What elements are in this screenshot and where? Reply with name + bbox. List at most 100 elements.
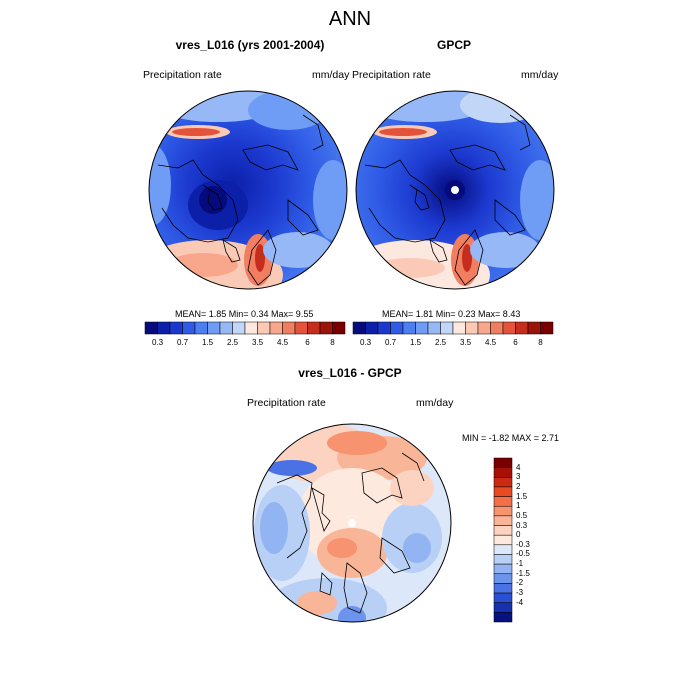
diff-panel-title: vres_L016 - GPCP [298,366,402,380]
colorbar-swatch [415,321,429,335]
colorbar-swatch [493,457,513,468]
colorbar-swatch [493,467,513,478]
colorbar-swatch [540,321,554,335]
colorbar-swatch [493,477,513,488]
colorbar-swatch [365,321,379,335]
diff-panel-stats: MIN = -1.82 MAX = 2.71 [462,433,560,443]
colorbar-tick: 4.5 [276,338,289,347]
colorbar-tick: 1.5 [409,338,422,347]
colorbar-tick: -0.5 [516,549,530,559]
colorbar-tick: 4.5 [484,338,497,347]
colorbar-tick: 0.7 [176,338,189,347]
panel-2-polar-map [355,90,555,290]
colorbar-swatch [493,563,513,575]
colorbar-tick: -1.5 [516,568,530,578]
diff-panel-variable-label: Precipitation rate [247,397,326,409]
colorbar-swatch [452,321,466,335]
panel-2-stats: MEAN= 1.81 Min= 0.23 Max= 8.43 [382,309,521,319]
colorbar-swatch [493,573,513,584]
colorbar-swatch [493,515,513,526]
panel-2-units-label: mm/day [521,69,559,81]
colorbar-swatch [502,321,516,335]
colorbar-tick: -1 [516,559,524,569]
panel-1-units-label: mm/day [312,69,350,81]
colorbar-tick: 8 [538,338,543,347]
panel-1-colorbar [144,321,346,335]
colorbar-swatch [194,321,208,335]
main-title: ANN [328,8,372,30]
colorbar-tick: 1 [516,501,521,511]
panel-1-stats: MEAN= 1.85 Min= 0.34 Max= 9.55 [175,309,314,319]
colorbar-swatch [244,321,258,335]
colorbar-swatch [332,321,346,335]
colorbar-swatch [182,321,196,335]
colorbar-swatch [157,321,171,335]
colorbar-swatch [232,321,246,335]
colorbar-swatch [427,321,441,335]
colorbar-swatch [493,505,513,517]
panel-2-variable-label: Precipitation rate [352,69,431,81]
colorbar-swatch [493,544,513,555]
colorbar-swatch [493,534,513,546]
colorbar-swatch [377,321,391,335]
colorbar-swatch [402,321,416,335]
colorbar-tick: 3 [516,472,521,482]
colorbar-tick: 0.3 [359,338,372,347]
diff-colorbar [493,457,513,623]
colorbar-swatch [169,321,183,335]
colorbar-tick: -3 [516,588,524,597]
colorbar-swatch [527,321,541,335]
colorbar-swatch [207,321,221,335]
colorbar-tick: 1.5 [201,338,214,347]
colorbar-tick: 6 [513,338,518,347]
colorbar-swatch [515,321,529,335]
colorbar-tick: 8 [330,338,335,347]
colorbar-swatch [465,321,479,335]
colorbar-swatch [440,321,454,335]
colorbar-tick: 1.5 [516,491,528,501]
colorbar-swatch [219,321,233,335]
colorbar-swatch [477,321,491,335]
colorbar-swatch [490,321,504,335]
panel-2-title: GPCP [436,38,471,52]
panel-1-polar-map [148,90,348,290]
colorbar-tick: -0.3 [516,539,530,549]
colorbar-swatch [144,321,158,335]
colorbar-tick: 6 [305,338,310,347]
colorbar-swatch [493,602,513,613]
colorbar-swatch [294,321,308,335]
colorbar-tick: 2.5 [434,338,447,347]
colorbar-tick: 2.5 [226,338,239,347]
panel-1-title: vres_L016 (yrs 2001-2004) [175,38,325,52]
colorbar-swatch [390,321,404,335]
colorbar-swatch [269,321,283,335]
colorbar-swatch [493,612,513,623]
diff-panel-polar-map [252,423,452,623]
colorbar-tick: 0.3 [516,520,528,530]
panel-2-colorbar-ticks: 0.3 0.7 1.5 2.5 3.5 4.5 6 8 [353,338,553,350]
colorbar-swatch [307,321,321,335]
diff-panel-units-label: mm/day [416,397,454,409]
colorbar-tick: 3.5 [251,338,264,347]
diff-colorbar-ticks: 4 3 2 1.5 1 0.5 0.3 0 -0.3 -0.5 -1 -1.5 … [516,458,556,622]
colorbar-tick: 2 [516,481,521,491]
panel-2-colorbar [352,321,554,335]
colorbar-swatch [319,321,333,335]
colorbar-swatch [493,525,513,536]
panel-1-colorbar-ticks: 0.3 0.7 1.5 2.5 3.5 4.5 6 8 [145,338,345,350]
colorbar-tick: -4 [516,597,524,607]
colorbar-tick: 0.5 [516,510,528,520]
colorbar-tick: 3.5 [459,338,472,347]
colorbar-swatch [493,583,513,594]
colorbar-swatch [352,321,366,335]
colorbar-swatch [493,592,513,603]
colorbar-swatch [282,321,296,335]
colorbar-swatch [493,486,513,497]
colorbar-tick: 0.3 [151,338,164,347]
colorbar-swatch [257,321,271,335]
colorbar-tick: 4 [516,462,521,472]
panel-1-variable-label: Precipitation rate [143,69,222,81]
colorbar-tick: -2 [516,578,524,588]
colorbar-swatch [493,496,513,507]
colorbar-tick: 0 [516,530,521,540]
